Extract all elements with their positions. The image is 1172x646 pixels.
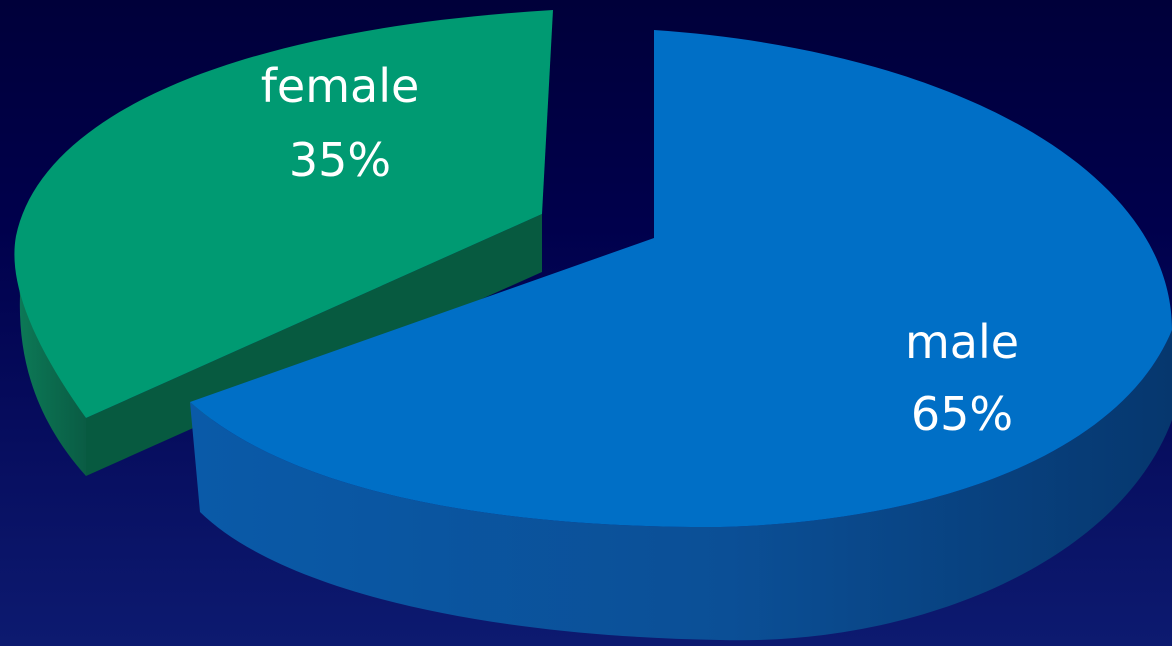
pie-slice-male: male 65% (190, 30, 1172, 641)
slice-label-value-male: 65% (911, 387, 1013, 441)
pie-slice-male-top (190, 30, 1172, 528)
slice-label-value-female: 35% (289, 133, 391, 187)
slice-label-name-male: male (905, 315, 1019, 369)
pie-slice-male-side (190, 330, 1172, 641)
pie-slice-female-top (14, 10, 553, 418)
slice-label-name-female: female (261, 59, 420, 113)
